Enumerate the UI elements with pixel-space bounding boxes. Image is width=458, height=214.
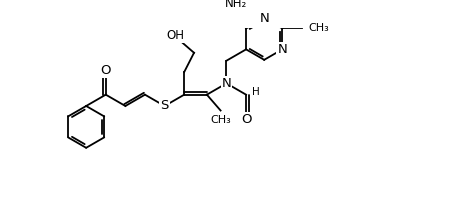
Text: NH₂: NH₂ xyxy=(225,0,247,10)
Text: O: O xyxy=(241,113,251,126)
Text: CH₃: CH₃ xyxy=(309,24,329,33)
Text: O: O xyxy=(100,64,111,77)
Text: S: S xyxy=(160,100,169,113)
Text: N: N xyxy=(222,77,231,90)
Text: H: H xyxy=(252,87,260,97)
Text: N: N xyxy=(259,12,269,25)
Text: N: N xyxy=(278,43,287,56)
Text: CH₃: CH₃ xyxy=(210,115,231,125)
Text: OH: OH xyxy=(167,29,185,42)
